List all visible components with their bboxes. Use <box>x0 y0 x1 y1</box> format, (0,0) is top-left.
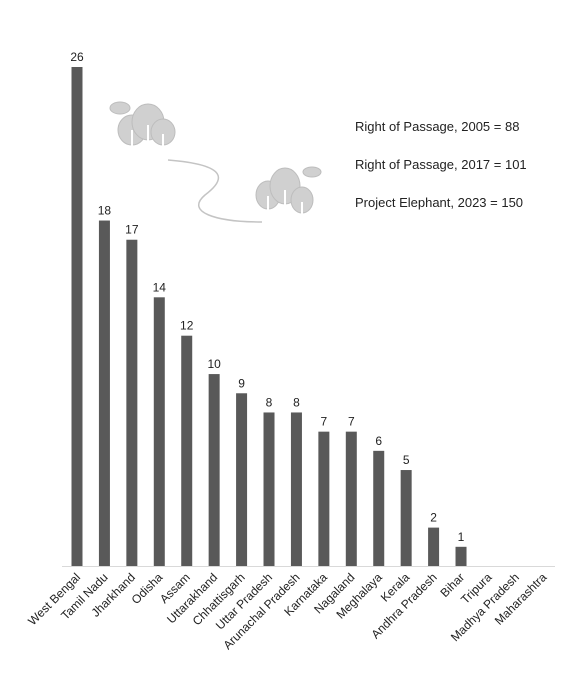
bar <box>181 335 193 566</box>
data-label: 7 <box>348 415 355 429</box>
tree-illustration <box>109 101 322 223</box>
data-label: 5 <box>403 453 410 467</box>
bar <box>373 450 385 566</box>
bar <box>126 239 138 566</box>
bar <box>290 412 302 566</box>
data-label: 14 <box>153 280 167 294</box>
bar <box>345 431 357 566</box>
data-label: 2 <box>430 511 437 525</box>
data-label: 12 <box>180 319 194 333</box>
bar <box>400 470 412 566</box>
data-label: 6 <box>375 434 382 448</box>
data-label: 8 <box>266 395 273 409</box>
data-label: 8 <box>293 395 300 409</box>
bar <box>428 527 440 566</box>
bar <box>318 431 330 566</box>
data-label: 9 <box>238 376 245 390</box>
bar <box>71 67 83 566</box>
data-label: 17 <box>125 223 139 237</box>
bar <box>208 374 220 566</box>
data-label: 7 <box>321 415 328 429</box>
x-tick-label: Odisha <box>129 570 166 607</box>
bar <box>236 393 248 566</box>
data-label: 1 <box>458 530 465 544</box>
data-label: 26 <box>70 50 84 64</box>
bar <box>153 297 165 566</box>
data-label: 10 <box>207 357 221 371</box>
bar <box>263 412 275 566</box>
bar <box>455 546 467 566</box>
annotation: Right of Passage, 2017 = 101 <box>355 157 527 172</box>
annotation: Right of Passage, 2005 = 88 <box>355 119 519 134</box>
bar <box>98 220 110 567</box>
data-label: 18 <box>98 204 112 218</box>
annotation: Project Elephant, 2023 = 150 <box>355 195 523 210</box>
